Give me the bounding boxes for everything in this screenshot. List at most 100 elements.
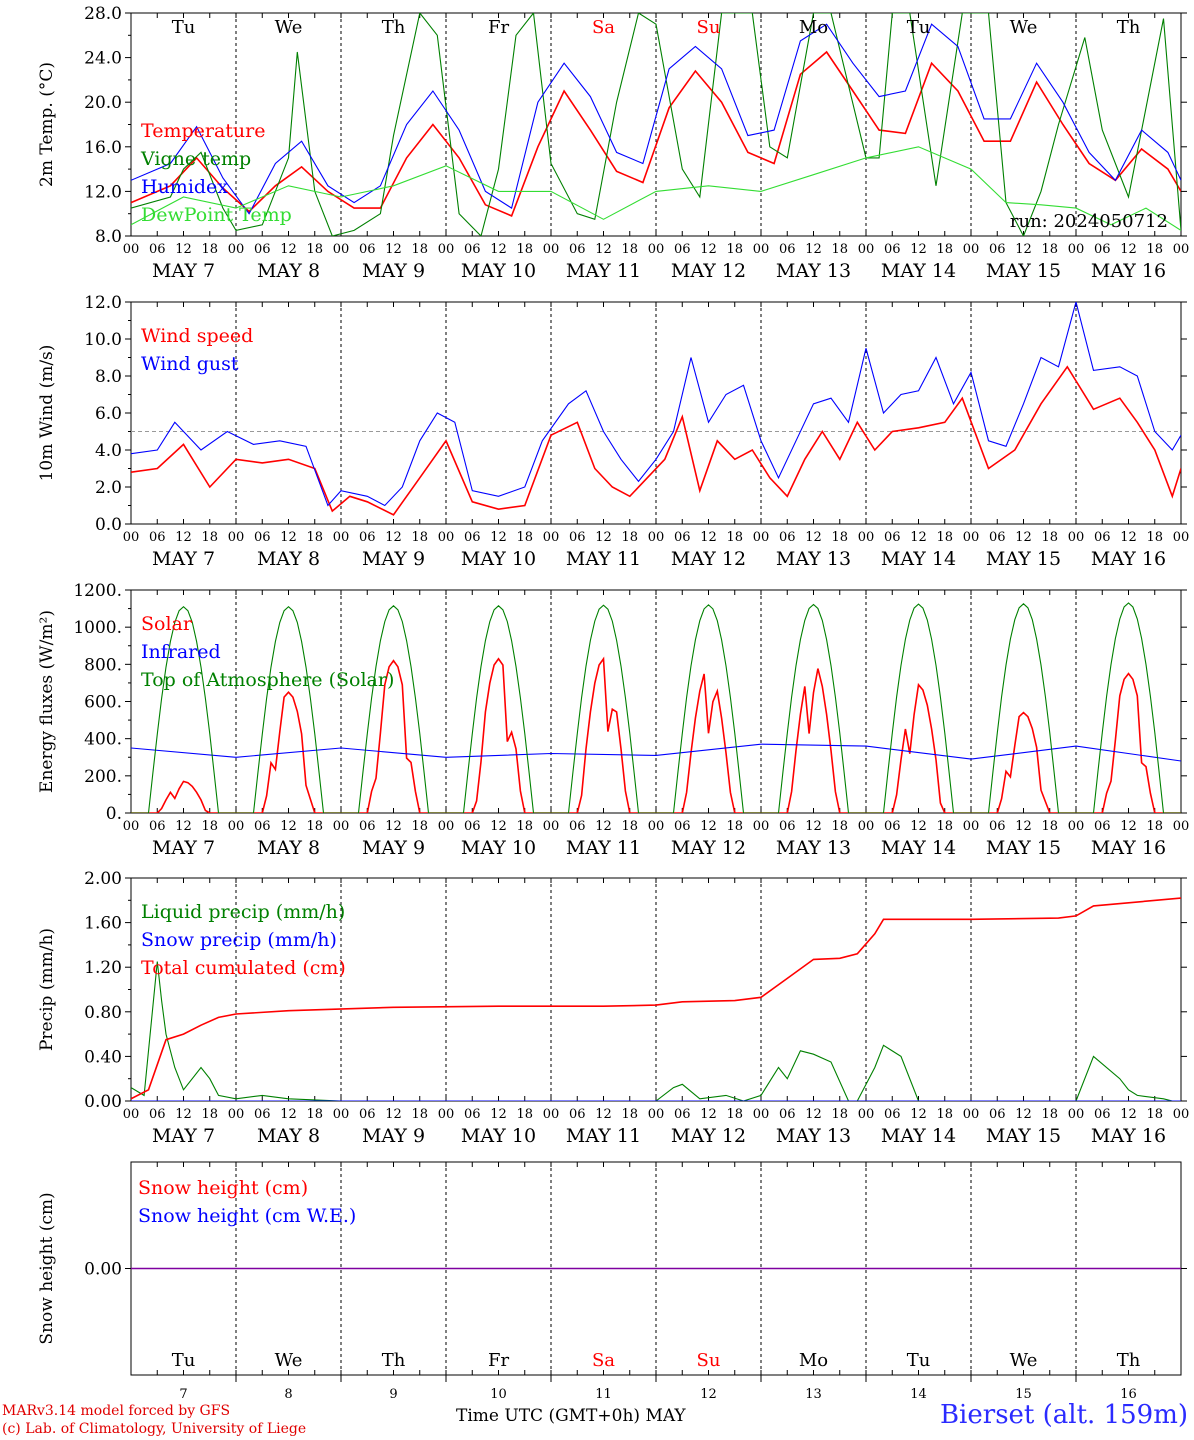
x-hour-label: 00 (543, 242, 560, 257)
x-hour-label: 12 (805, 1107, 822, 1122)
y-tick-label: 12.0 (84, 293, 122, 313)
panel-frame-2 (130, 589, 1182, 814)
x-hour-label: 18 (621, 530, 638, 545)
x-hour-label: 18 (1146, 819, 1163, 834)
x-hour-label: 00 (648, 242, 665, 257)
x-hour-label: 12 (1015, 242, 1032, 257)
x-date-label: MAY 10 (461, 548, 536, 570)
x-date-label: MAY 13 (776, 1125, 851, 1147)
y-tick-label: 20.0 (84, 93, 122, 113)
x-hour-label: 06 (464, 530, 481, 545)
x-hour-label: 06 (464, 819, 481, 834)
x-date-label: MAY 9 (362, 260, 425, 282)
x-hour-label: 12 (595, 242, 612, 257)
x-hour-label: 06 (569, 242, 586, 257)
x-hour-label: 06 (1094, 1107, 1111, 1122)
x-date-label: MAY 8 (257, 548, 320, 570)
day-name-label: Sa (592, 17, 615, 38)
model-credit: MARv3.14 model forced by GFS (2, 1403, 231, 1419)
x-date-label: MAY 8 (257, 260, 320, 282)
legend-entry: Snow height (cm) (138, 1177, 308, 1199)
x-hour-label: 00 (753, 819, 770, 834)
x-hour-label: 06 (359, 530, 376, 545)
x-hour-label: 18 (621, 1107, 638, 1122)
x-hour-label: 06 (884, 819, 901, 834)
x-date-label: MAY 16 (1091, 260, 1166, 282)
x-hour-label: 00 (543, 819, 560, 834)
x-hour-label: 18 (936, 242, 953, 257)
x-hour-label: 12 (910, 1107, 927, 1122)
x-hour-label: 06 (254, 242, 271, 257)
x-hour-label: 00 (123, 819, 140, 834)
x-hour-label: 18 (411, 530, 428, 545)
series-line-wind-gust (131, 302, 1181, 507)
x-hour-label: 12 (385, 242, 402, 257)
x-hour-label: 12 (700, 530, 717, 545)
y-tick-label: 400. (84, 730, 122, 750)
x-date-label: MAY 8 (257, 837, 320, 859)
x-hour-label: 12 (280, 242, 297, 257)
x-date-label: MAY 11 (566, 1125, 641, 1147)
station-label: Bierset (alt. 159m) (939, 1400, 1188, 1430)
y-axis-label: Snow height (cm) (37, 1192, 57, 1344)
x-hour-label: 06 (464, 242, 481, 257)
x-hour-label: 12 (910, 530, 927, 545)
x-hour-label: 00 (1173, 819, 1190, 834)
x-date-label: MAY 12 (671, 548, 746, 570)
x-hour-label: 12 (385, 530, 402, 545)
x-hour-label: 18 (411, 242, 428, 257)
x-hour-label: 06 (989, 530, 1006, 545)
y-tick-label: 1.60 (84, 914, 122, 934)
y-tick-label: 800. (84, 655, 122, 675)
legend-entry: Snow height (cm W.E.) (138, 1205, 356, 1227)
x-date-label: MAY 10 (461, 1125, 536, 1147)
x-hour-label: 12 (1120, 242, 1137, 257)
y-tick-label: 0.00 (84, 1092, 122, 1112)
x-hour-label: 12 (805, 530, 822, 545)
x-date-label: MAY 7 (152, 837, 215, 859)
x-hour-label: 06 (149, 1107, 166, 1122)
x-date-label: MAY 7 (152, 260, 215, 282)
x-hour-label: 18 (516, 819, 533, 834)
run-label: run: 2024050712 (1010, 211, 1168, 232)
day-name-label: Mo (799, 17, 828, 38)
x-hour-label: 18 (1146, 242, 1163, 257)
day-name-label: Th (1117, 17, 1141, 38)
x-hour-label: 06 (884, 1107, 901, 1122)
x-date-label: MAY 13 (776, 837, 851, 859)
x-hour-label: 12 (490, 1107, 507, 1122)
x-hour-label: 06 (254, 530, 271, 545)
x-hour-label: 06 (674, 242, 691, 257)
day-number-label: 16 (1120, 1387, 1137, 1402)
x-hour-label: 12 (700, 242, 717, 257)
x-hour-label: 00 (648, 530, 665, 545)
x-hour-label: 00 (228, 530, 245, 545)
x-date-label: MAY 9 (362, 1125, 425, 1147)
day-number-label: 13 (805, 1387, 822, 1402)
x-date-label: MAY 16 (1091, 837, 1166, 859)
day-name-label: We (275, 1350, 303, 1371)
x-hour-label: 00 (753, 242, 770, 257)
x-hour-label: 06 (674, 530, 691, 545)
x-hour-label: 06 (569, 1107, 586, 1122)
y-tick-label: 1.20 (84, 958, 122, 978)
day-name-label: Mo (799, 1350, 828, 1371)
x-hour-label: 18 (411, 819, 428, 834)
y-tick-label: 2.00 (84, 869, 122, 889)
x-hour-label: 00 (228, 819, 245, 834)
x-date-label: MAY 14 (881, 1125, 956, 1147)
x-hour-label: 06 (1094, 530, 1111, 545)
y-tick-label: 0. (106, 804, 122, 824)
legend-entry: Snow precip (mm/h) (141, 929, 337, 951)
x-hour-label: 18 (1041, 1107, 1058, 1122)
day-name-label: Tu (907, 1350, 931, 1371)
x-date-label: MAY 9 (362, 548, 425, 570)
x-hour-label: 12 (910, 242, 927, 257)
x-hour-label: 00 (648, 1107, 665, 1122)
x-hour-label: 06 (569, 819, 586, 834)
x-hour-label: 18 (831, 819, 848, 834)
x-hour-label: 00 (1068, 819, 1085, 834)
x-hour-label: 12 (490, 242, 507, 257)
legend-entry: Liquid precip (mm/h) (141, 901, 345, 923)
x-hour-label: 12 (595, 819, 612, 834)
